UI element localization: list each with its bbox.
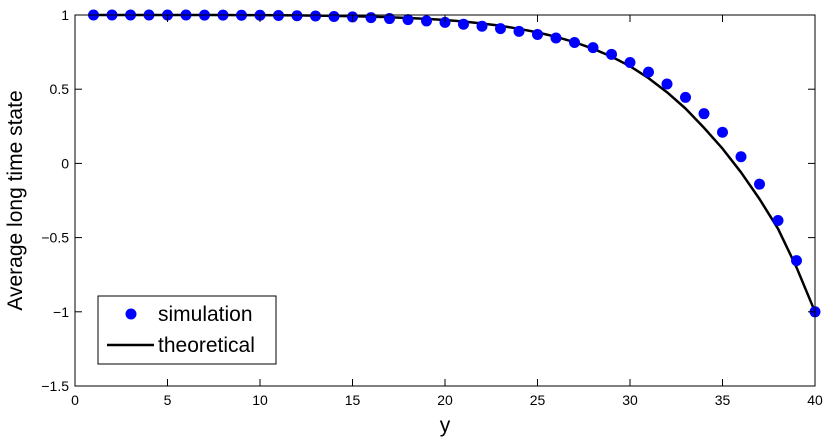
data-point-simulation bbox=[680, 91, 691, 103]
data-point-simulation bbox=[550, 32, 562, 44]
data-point-simulation bbox=[365, 12, 377, 24]
y-tick-label: 0 bbox=[61, 155, 69, 171]
y-tick-label: 1 bbox=[61, 7, 69, 23]
data-point-simulation bbox=[421, 15, 432, 27]
x-tick-label: 35 bbox=[715, 392, 731, 408]
data-point-simulation bbox=[458, 18, 469, 30]
y-tick-label: −1.5 bbox=[41, 378, 69, 394]
data-point-simulation bbox=[513, 25, 525, 37]
x-tick-label: 5 bbox=[164, 392, 172, 408]
x-tick-label: 15 bbox=[345, 392, 361, 408]
x-tick-label: 0 bbox=[71, 392, 79, 408]
x-tick-label: 20 bbox=[437, 392, 453, 408]
y-tick-label: −1 bbox=[53, 304, 69, 320]
y-tick-label: −0.5 bbox=[41, 230, 69, 246]
legend-label-theoretical: theoretical bbox=[158, 334, 255, 357]
data-point-simulation bbox=[495, 23, 506, 35]
x-tick-label: 30 bbox=[622, 392, 638, 408]
data-point-simulation bbox=[661, 78, 673, 90]
x-tick-label: 40 bbox=[807, 392, 823, 408]
data-point-simulation bbox=[569, 36, 580, 48]
data-point-simulation bbox=[717, 126, 728, 138]
data-point-simulation bbox=[291, 10, 303, 22]
data-point-simulation bbox=[328, 10, 340, 22]
data-point-simulation bbox=[476, 20, 488, 32]
legend-box bbox=[97, 295, 277, 365]
data-point-simulation bbox=[754, 178, 765, 190]
legend-label-simulation: simulation bbox=[158, 303, 253, 326]
x-tick-label: 10 bbox=[252, 392, 268, 408]
legend: simulation theoretical bbox=[97, 295, 277, 365]
data-point-simulation bbox=[735, 151, 747, 163]
data-point-simulation bbox=[772, 215, 784, 227]
data-point-simulation bbox=[624, 56, 636, 68]
data-point-simulation bbox=[439, 16, 451, 28]
x-tick-label: 25 bbox=[530, 392, 546, 408]
y-axis-label: Average long time state bbox=[4, 90, 27, 310]
data-point-simulation bbox=[698, 108, 710, 120]
y-tick-label: 0.5 bbox=[50, 81, 70, 97]
x-axis-label: y bbox=[440, 414, 451, 437]
data-point-simulation bbox=[532, 28, 543, 40]
data-point-simulation bbox=[587, 42, 599, 54]
data-point-simulation bbox=[791, 255, 802, 267]
data-point-simulation bbox=[310, 10, 321, 22]
data-point-simulation bbox=[384, 13, 395, 25]
legend-marker-simulation bbox=[125, 308, 137, 320]
axes: 0 5 10 15 20 25 30 35 40 −1.5 −1 −0.5 0 0.5 1 bbox=[41, 7, 823, 408]
data-point-simulation bbox=[606, 48, 617, 60]
data-point-simulation bbox=[643, 66, 654, 78]
data-point-simulation bbox=[402, 14, 414, 26]
